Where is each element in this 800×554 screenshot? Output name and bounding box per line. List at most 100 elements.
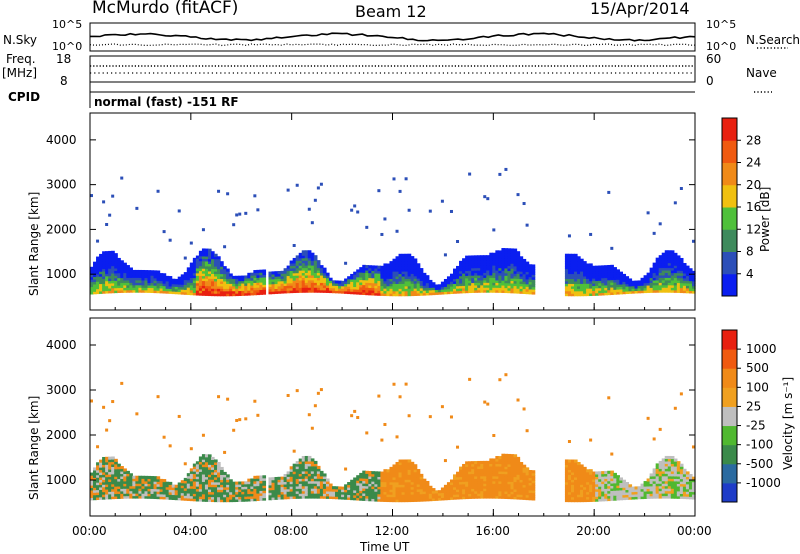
power-cell xyxy=(589,283,593,287)
power-cell xyxy=(486,284,490,288)
power-cell xyxy=(564,270,569,275)
velocity-cell xyxy=(483,473,487,477)
velocity-cell xyxy=(325,495,330,499)
velocity-cell xyxy=(183,490,188,494)
velocity-cell xyxy=(456,445,460,449)
velocity-cell xyxy=(410,498,415,503)
velocity-cell xyxy=(238,496,242,500)
power-cell xyxy=(159,285,164,289)
power-cell xyxy=(268,288,273,292)
power-cell xyxy=(120,262,124,266)
velocity-cell xyxy=(380,488,385,492)
velocity-cell xyxy=(217,476,221,480)
power-cell xyxy=(368,277,372,281)
power-cell xyxy=(510,253,515,257)
power-cell xyxy=(498,275,502,279)
velocity-cell xyxy=(192,471,197,475)
velocity-cell xyxy=(425,485,430,490)
velocity-cell xyxy=(453,491,457,495)
velocity-cell xyxy=(516,476,521,480)
velocity-cell xyxy=(483,460,487,464)
power-cell xyxy=(483,282,487,286)
power-cell xyxy=(301,274,306,278)
velocity-cell xyxy=(111,463,115,467)
power-cell xyxy=(316,289,321,293)
velocity-cell xyxy=(574,479,578,483)
power-cell xyxy=(96,271,100,275)
power-cell xyxy=(211,275,215,279)
power-cell xyxy=(413,285,418,289)
power-cell xyxy=(510,282,515,286)
power-cell xyxy=(676,270,681,274)
power-cell xyxy=(474,260,478,264)
power-cell xyxy=(580,290,584,294)
velocity-cell xyxy=(356,482,360,486)
power-cell xyxy=(310,287,315,291)
power-cell xyxy=(513,248,518,252)
velocity-cell xyxy=(456,479,460,483)
velocity-cell xyxy=(676,466,681,470)
power-cell xyxy=(313,282,318,286)
velocity-cell xyxy=(525,467,530,471)
power-cell xyxy=(395,261,400,265)
velocity-cell xyxy=(676,475,681,480)
velocity-cell xyxy=(419,488,424,492)
velocity-cell xyxy=(586,471,590,475)
power-cell xyxy=(655,282,660,286)
velocity-cell xyxy=(365,470,369,474)
velocity-cell xyxy=(456,474,460,478)
velocity-cell xyxy=(229,491,233,495)
velocity-cell xyxy=(516,496,521,500)
velocity-cell xyxy=(522,477,527,481)
power-cell xyxy=(664,260,669,264)
velocity-cell xyxy=(504,473,509,477)
velocity-cell xyxy=(437,490,442,494)
velocity-cell xyxy=(374,491,378,495)
power-cell xyxy=(189,282,194,286)
power-cell xyxy=(510,277,515,282)
power-cell xyxy=(649,270,654,274)
velocity-cell xyxy=(156,483,161,487)
velocity-cell xyxy=(365,473,369,477)
power-cell xyxy=(586,263,590,267)
velocity-cell xyxy=(310,488,315,492)
velocity-cell xyxy=(477,488,481,492)
power-cell xyxy=(141,274,146,278)
power-cell xyxy=(96,281,100,285)
velocity-cell xyxy=(567,476,572,480)
power-cell xyxy=(244,211,248,215)
power-cell xyxy=(325,284,330,289)
velocity-cell xyxy=(99,462,103,466)
power-cell xyxy=(465,255,469,259)
velocity-cell xyxy=(316,480,321,484)
power-cell xyxy=(649,284,654,288)
velocity-cell xyxy=(359,490,363,494)
power-cell xyxy=(589,290,593,294)
power-cell xyxy=(480,269,484,274)
power-cell xyxy=(456,285,460,289)
velocity-cell xyxy=(416,478,421,483)
power-cell xyxy=(661,274,666,278)
velocity-cell xyxy=(474,488,478,492)
power-cell xyxy=(304,252,309,256)
power-cell xyxy=(667,289,672,293)
velocity-cell xyxy=(123,473,127,477)
power-cell xyxy=(434,291,439,295)
power-cell xyxy=(510,287,515,291)
power-cell xyxy=(628,280,633,284)
velocity-cell xyxy=(277,476,282,480)
power-cell xyxy=(679,186,683,190)
power-cell xyxy=(570,290,575,294)
power-cell xyxy=(646,284,651,289)
power-cell xyxy=(489,279,493,283)
power-cell xyxy=(377,277,381,282)
velocity-cell xyxy=(673,488,678,492)
velocity-cell xyxy=(295,389,299,393)
power-cell xyxy=(235,285,239,289)
velocity-cell xyxy=(180,497,185,501)
power-cell xyxy=(307,284,312,288)
velocity-cell xyxy=(407,489,412,493)
power-cell xyxy=(356,281,360,285)
power-cell xyxy=(189,265,194,269)
